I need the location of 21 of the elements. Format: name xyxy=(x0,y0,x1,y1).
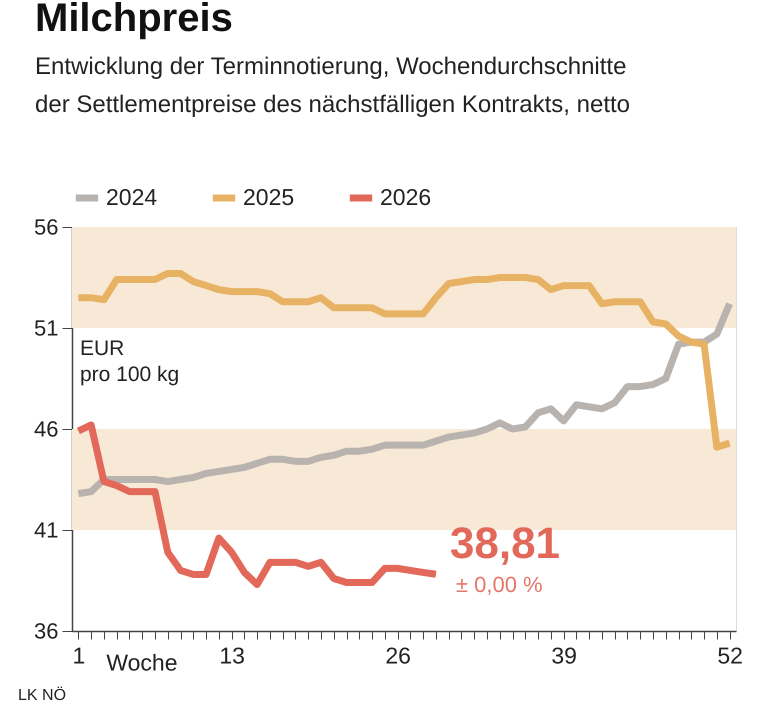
legend-label: 2026 xyxy=(380,184,432,210)
y-tick-label: 36 xyxy=(34,618,58,644)
x-tick-label: 52 xyxy=(717,642,743,668)
y-tick-label: 51 xyxy=(34,316,58,340)
annotation: ± 0,00 % xyxy=(456,572,543,598)
x-tick-label: 39 xyxy=(551,642,577,668)
x-tick-label: 13 xyxy=(219,642,245,668)
text: Entwicklung der Terminnotierung, Wochendurchschnitte xyxy=(35,53,626,80)
y-axis-title: EUR pro 100 kg xyxy=(80,337,180,386)
legend-label: 2024 xyxy=(106,184,158,210)
text: der Settlementpreise des nächstfälligen Kontrakts, netto xyxy=(35,91,630,118)
x-tick-label: 1 xyxy=(72,642,86,668)
x-axis-title: Woche xyxy=(106,650,178,676)
legend-label: 2025 xyxy=(243,184,294,210)
y-tick-label: 46 xyxy=(34,416,58,442)
annotation: 38,81 xyxy=(450,519,560,568)
text: LK NÖ xyxy=(18,686,66,704)
y-tick-label: 56 xyxy=(34,214,58,240)
chart-title: Milchpreis xyxy=(35,0,233,40)
y-tick-label: 41 xyxy=(34,518,58,542)
x-tick-label: 26 xyxy=(385,642,411,668)
